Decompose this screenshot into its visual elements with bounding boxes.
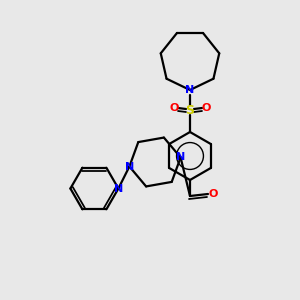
Text: N: N [114,184,123,194]
Text: O: O [201,103,211,113]
Text: S: S [185,103,194,116]
Text: N: N [125,161,134,172]
Text: N: N [176,152,185,163]
Text: O: O [169,103,179,113]
Text: N: N [185,85,195,95]
Text: O: O [208,189,218,199]
